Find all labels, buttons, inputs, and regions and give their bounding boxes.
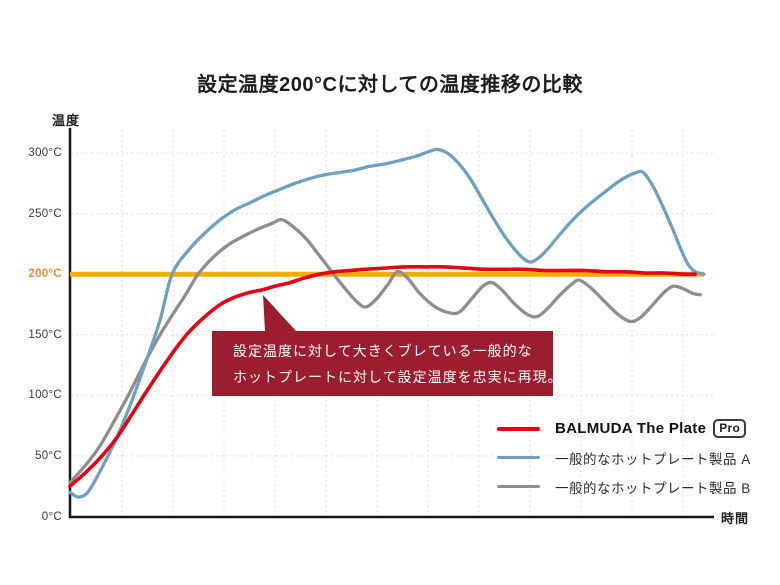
x-axis-title: 時間 (721, 511, 750, 526)
chart-title: 設定温度200°Cに対しての温度推移の比較 (197, 74, 583, 96)
legend-row-generic-b: 一般的なホットプレート製品 B (497, 472, 751, 501)
y-axis-tick-labels: 0°C 50°C 100°C 150°C 200°C 250°C 300°C (0, 0, 62, 585)
generic-a-line (68, 147, 706, 499)
annotation-callout: 設定温度に対して大きくブレている一般的な ホットプレートに対して設定温度を忠実に… (212, 331, 563, 396)
legend-label-balmuda: BALMUDA The Plate (555, 420, 707, 437)
annotation-pointer (263, 295, 296, 331)
legend-row-balmuda: BALMUDA The Plate Pro (497, 414, 751, 443)
y-tick-label-0: 0°C (41, 510, 62, 523)
legend: BALMUDA The Plate Pro 一般的なホットプレート製品 A 一般的… (497, 414, 751, 501)
y-tick-label-300: 300°C (28, 147, 62, 159)
pro-badge: Pro (713, 419, 747, 438)
y-tick-label-150: 150°C (28, 328, 62, 341)
annotation-line-2: ホットプレートに対して設定温度を忠実に再現。 (233, 369, 563, 385)
legend-swatch-balmuda (497, 426, 540, 431)
y-tick-label-100: 100°C (28, 389, 62, 402)
y-tick-label-200: 200°C (28, 268, 62, 281)
balmuda-pro-line (68, 265, 697, 488)
y-tick-label-50: 50°C (35, 449, 62, 462)
y-tick-label-250: 250°C (28, 207, 62, 220)
legend-swatch-generic-a (497, 456, 540, 459)
annotation-line-1: 設定温度に対して大きくブレている一般的な (233, 343, 533, 359)
legend-swatch-generic-b (497, 485, 540, 488)
y-axis-title: 温度 (52, 113, 81, 128)
legend-label-generic-b: 一般的なホットプレート製品 B (555, 480, 751, 496)
legend-row-generic-a: 一般的なホットプレート製品 A (497, 443, 751, 472)
legend-label-generic-a: 一般的なホットプレート製品 A (555, 451, 751, 467)
generic-b-line (68, 217, 702, 485)
